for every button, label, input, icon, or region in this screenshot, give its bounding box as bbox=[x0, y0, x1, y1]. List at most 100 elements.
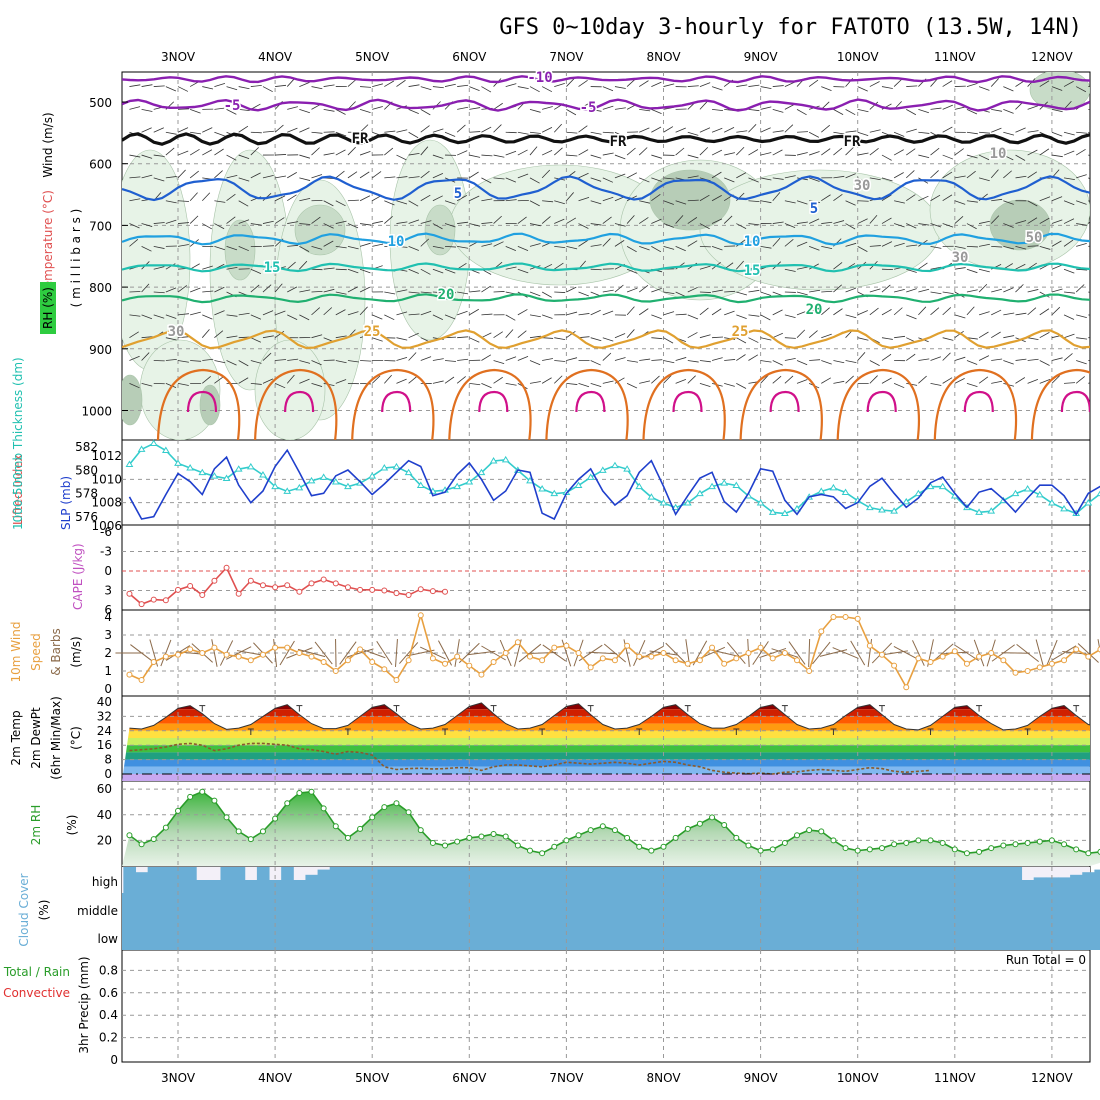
wind-barb bbox=[760, 337, 772, 341]
wind-barb bbox=[141, 154, 153, 159]
wind-barb bbox=[663, 337, 674, 344]
wind-barb bbox=[942, 126, 953, 133]
wind-barb bbox=[821, 86, 832, 92]
wind-barb bbox=[1063, 177, 1075, 181]
wind-barb bbox=[311, 147, 320, 156]
wind-barb bbox=[675, 246, 686, 252]
wind-barb bbox=[214, 148, 224, 156]
temp-label: Temperature (°C) bbox=[41, 190, 55, 295]
date-label-bottom: 10NOV bbox=[837, 1071, 879, 1085]
wind-barb bbox=[250, 85, 262, 87]
wind-barb bbox=[894, 200, 905, 204]
wind-barb bbox=[784, 200, 796, 204]
wind-barb bbox=[226, 175, 238, 179]
wind-barb bbox=[687, 154, 699, 159]
wind-barb bbox=[675, 200, 687, 205]
wind-barb bbox=[626, 382, 638, 389]
temperature-contour bbox=[122, 232, 1090, 246]
wind-barb bbox=[469, 382, 481, 386]
precip-panel: 0.8 0.6 0.4 0.2 0 bbox=[99, 950, 1090, 1067]
wind-barb bbox=[578, 149, 589, 156]
wind-barb bbox=[311, 174, 323, 179]
wind-barb bbox=[286, 374, 295, 384]
wind-barb bbox=[942, 154, 954, 160]
wind-barb bbox=[1003, 335, 1015, 339]
rh2m-ylabels: 2m RH (%) bbox=[29, 805, 79, 846]
wind-barb bbox=[505, 356, 517, 361]
wind-barb bbox=[699, 127, 711, 133]
wind-barb bbox=[784, 268, 796, 272]
thickness-point bbox=[890, 507, 898, 514]
wind-barb bbox=[1088, 221, 1090, 224]
wind-barb bbox=[905, 170, 915, 179]
wind-barb bbox=[760, 245, 772, 249]
rh-point bbox=[175, 807, 181, 814]
thickness-point bbox=[635, 482, 644, 490]
contour-label: FR bbox=[352, 131, 369, 147]
wind-barb bbox=[177, 285, 188, 293]
wind-barb bbox=[1051, 306, 1061, 316]
wind-barb bbox=[554, 83, 565, 87]
wind-barb bbox=[566, 217, 577, 224]
wind-barb bbox=[384, 291, 396, 295]
wind-barb bbox=[238, 125, 249, 133]
wind-barb bbox=[760, 127, 771, 133]
temp-units: (°C) bbox=[69, 726, 83, 750]
wind-barb-10m bbox=[394, 638, 398, 668]
lifted-index-point bbox=[175, 586, 181, 593]
wind-barb bbox=[930, 147, 940, 156]
lifted-index-point bbox=[272, 584, 279, 591]
top-date-labels: 3NOV 4NOV 5NOV 6NOV 7NOV 8NOV 9NOV 10NOV 11NOV 12… bbox=[161, 50, 1074, 64]
wind-barb bbox=[821, 290, 833, 293]
wind-barb bbox=[250, 337, 261, 343]
wind-barb bbox=[566, 382, 578, 385]
wind-barb bbox=[190, 311, 201, 316]
thickness-point bbox=[380, 464, 389, 471]
temperature-contour bbox=[381, 390, 412, 413]
wind-barb bbox=[784, 81, 796, 87]
wind-barb bbox=[311, 382, 323, 387]
wind-barb bbox=[942, 337, 954, 341]
lifted-index-point bbox=[211, 577, 218, 584]
wind-barb bbox=[833, 175, 845, 179]
wind-barb-10m bbox=[788, 641, 806, 665]
wind-barb bbox=[760, 291, 772, 296]
wind-barb bbox=[990, 215, 1000, 224]
rh-point bbox=[988, 845, 995, 852]
wind-barb bbox=[493, 215, 502, 224]
wind-barb bbox=[651, 218, 662, 224]
wind-barb bbox=[991, 309, 1002, 316]
wind-barb bbox=[978, 268, 990, 273]
wind-barb bbox=[748, 200, 760, 202]
wind-barb bbox=[141, 336, 153, 339]
wind-barb bbox=[881, 241, 893, 247]
wind-barb bbox=[772, 375, 782, 384]
wind-barb bbox=[190, 131, 202, 135]
wind-barb bbox=[372, 106, 383, 110]
wind-barb bbox=[966, 382, 978, 388]
wind-barb bbox=[918, 358, 930, 361]
temp-tick: 32 bbox=[97, 709, 112, 723]
wind-barb bbox=[493, 376, 503, 384]
wind-barb bbox=[991, 288, 1002, 293]
wind-barb bbox=[723, 215, 733, 224]
wind-barb bbox=[724, 126, 735, 133]
lifted-index-point bbox=[284, 582, 291, 589]
wind-barb bbox=[651, 314, 662, 320]
wind-speed-point bbox=[393, 677, 400, 683]
wind-barb bbox=[226, 86, 238, 91]
wind-barb bbox=[894, 289, 905, 293]
rh-blob bbox=[424, 204, 456, 256]
thickness-point bbox=[538, 485, 547, 492]
wind-barb bbox=[1039, 379, 1051, 384]
rh-point bbox=[429, 839, 436, 846]
wind-speed-point bbox=[344, 657, 351, 664]
thickness-tick: 576 bbox=[75, 510, 98, 524]
temp-band bbox=[122, 752, 1090, 760]
wind-barb-10m bbox=[973, 639, 985, 667]
wind-barb bbox=[457, 245, 469, 249]
wind-barb bbox=[469, 171, 479, 179]
wind-barb bbox=[141, 283, 150, 293]
upper-wind-barbs bbox=[129, 78, 1090, 390]
wind-barb bbox=[457, 291, 469, 295]
